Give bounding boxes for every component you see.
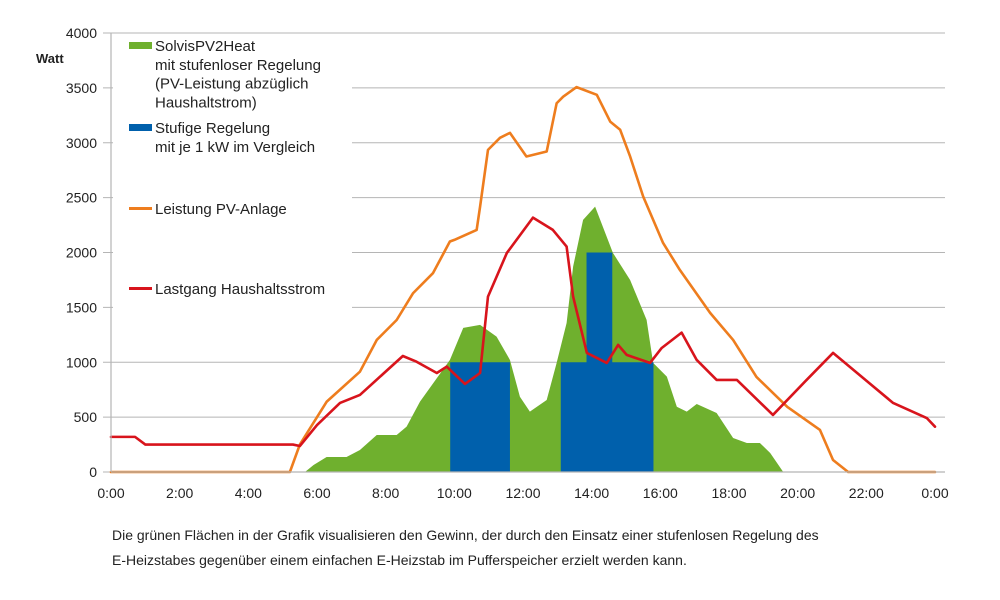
legend-swatch-red	[129, 287, 152, 290]
y-tick-label: 2000	[66, 245, 97, 261]
series-line-red	[109, 216, 937, 448]
x-tick-label: 0:00	[921, 485, 948, 501]
y-tick-label: 0	[89, 464, 97, 480]
legend-swatch-orange	[129, 207, 152, 210]
legend-label-blue: Stufige Regelung	[155, 120, 270, 137]
series-line-orange	[109, 85, 937, 474]
x-tick-label: 0:00	[97, 485, 124, 501]
legend-label-red: Lastgang Haushaltsstrom	[155, 281, 325, 298]
x-tick-label: 14:00	[574, 485, 609, 501]
x-tick-label: 18:00	[711, 485, 746, 501]
y-tick-label: 1000	[66, 354, 97, 370]
x-tick-label: 20:00	[780, 485, 815, 501]
x-tick-label: 22:00	[849, 485, 884, 501]
y-tick-label: 500	[74, 409, 98, 425]
legend-label-green: mit stufenloser Regelung	[155, 57, 321, 74]
x-tick-label: 12:00	[505, 485, 540, 501]
x-tick-label: 6:00	[303, 485, 330, 501]
y-tick-label: 2500	[66, 190, 97, 206]
x-tick-label: 4:00	[235, 485, 262, 501]
legend-label-blue: mit je 1 kW im Vergleich	[155, 139, 315, 156]
x-tick-label: 10:00	[437, 485, 472, 501]
legend-swatch-green	[129, 42, 152, 49]
legend-label-green: SolvisPV2Heat	[155, 38, 256, 55]
legend-label-orange: Leistung PV-Anlage	[155, 201, 287, 218]
legend-swatch-blue	[129, 124, 152, 131]
caption-line-2: E-Heizstabes gegenüber einem einfachen E…	[112, 552, 687, 568]
x-tick-label: 8:00	[372, 485, 399, 501]
y-axis-label: Watt	[36, 51, 64, 66]
series-area-green	[304, 206, 784, 472]
y-tick-label: 1500	[66, 299, 97, 315]
caption-line-1: Die grünen Flächen in der Grafik visuali…	[112, 527, 819, 543]
legend-background	[113, 35, 352, 325]
x-tick-label: 16:00	[643, 485, 678, 501]
x-tick-label: 2:00	[166, 485, 193, 501]
legend-label-green: Haushaltstrom)	[155, 94, 257, 111]
y-tick-label: 4000	[66, 25, 97, 41]
y-tick-label: 3500	[66, 80, 97, 96]
legend-label-green: (PV-Leistung abzüglich	[155, 76, 308, 93]
y-tick-label: 3000	[66, 135, 97, 151]
